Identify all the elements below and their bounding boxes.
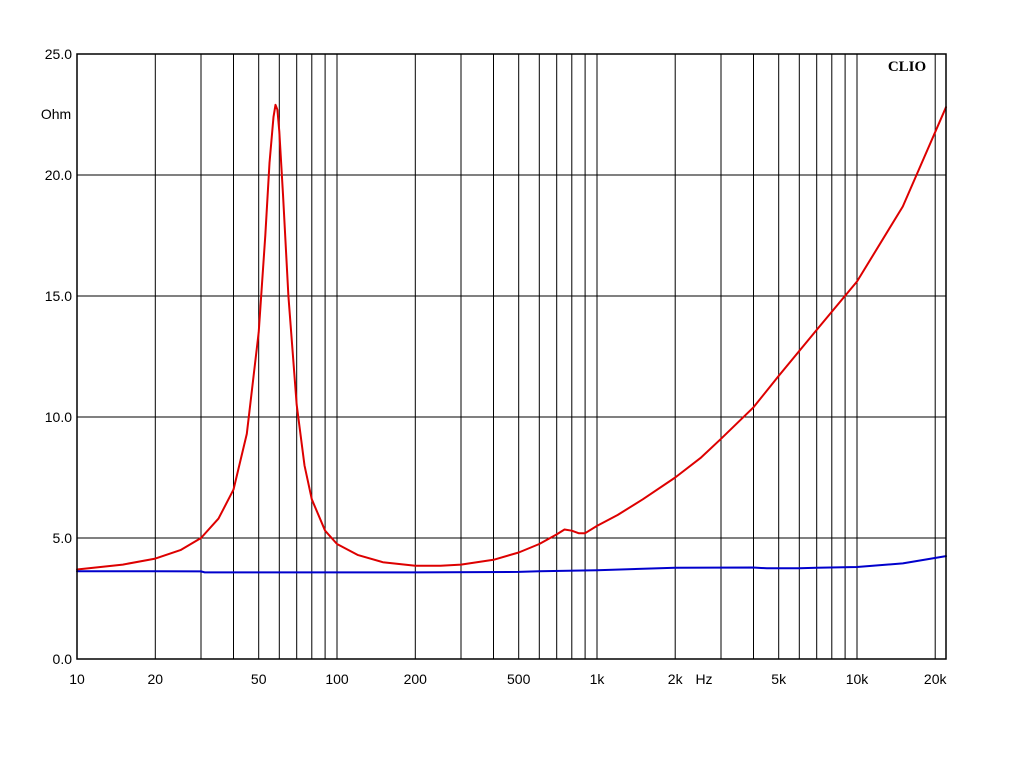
series-layer bbox=[76, 103, 947, 574]
brand-label: CLIO bbox=[888, 59, 926, 75]
x-tick-label: 10 bbox=[69, 671, 85, 687]
x-tick-label: 2k bbox=[668, 671, 684, 687]
y-tick-label: 15.0 bbox=[45, 288, 72, 304]
y-tick-label: 20.0 bbox=[45, 167, 72, 183]
y-tick-label: 10.0 bbox=[45, 409, 72, 425]
y-tick-label: 25.0 bbox=[45, 46, 72, 62]
x-tick-label: 100 bbox=[325, 671, 349, 687]
x-tick-label: 5k bbox=[771, 671, 787, 687]
y-tick-label: 0.0 bbox=[53, 651, 73, 667]
x-tick-label: 10k bbox=[846, 671, 870, 687]
x-axis-label: Hz bbox=[695, 671, 712, 687]
series-line-2 bbox=[76, 555, 947, 574]
x-tick-label: 200 bbox=[404, 671, 428, 687]
plot-frame bbox=[76, 53, 947, 660]
x-tick-label: 500 bbox=[507, 671, 531, 687]
x-tick-label: 20 bbox=[148, 671, 164, 687]
series-line-1 bbox=[76, 103, 947, 571]
y-tick-labels: 0.0 5.0 10.0 15.0 20.0 25.0 bbox=[45, 46, 72, 667]
x-tick-labels: 10 20 50 100 200 500 1k 2k 5k 10k 20k bbox=[69, 671, 947, 687]
plot-background bbox=[77, 54, 946, 659]
x-gridlines bbox=[76, 54, 936, 659]
x-tick-label: 20k bbox=[924, 671, 948, 687]
x-tick-label: 50 bbox=[251, 671, 267, 687]
x-tick-label: 1k bbox=[590, 671, 606, 687]
y-axis-label: Ohm bbox=[41, 106, 71, 122]
y-tick-label: 5.0 bbox=[53, 530, 73, 546]
